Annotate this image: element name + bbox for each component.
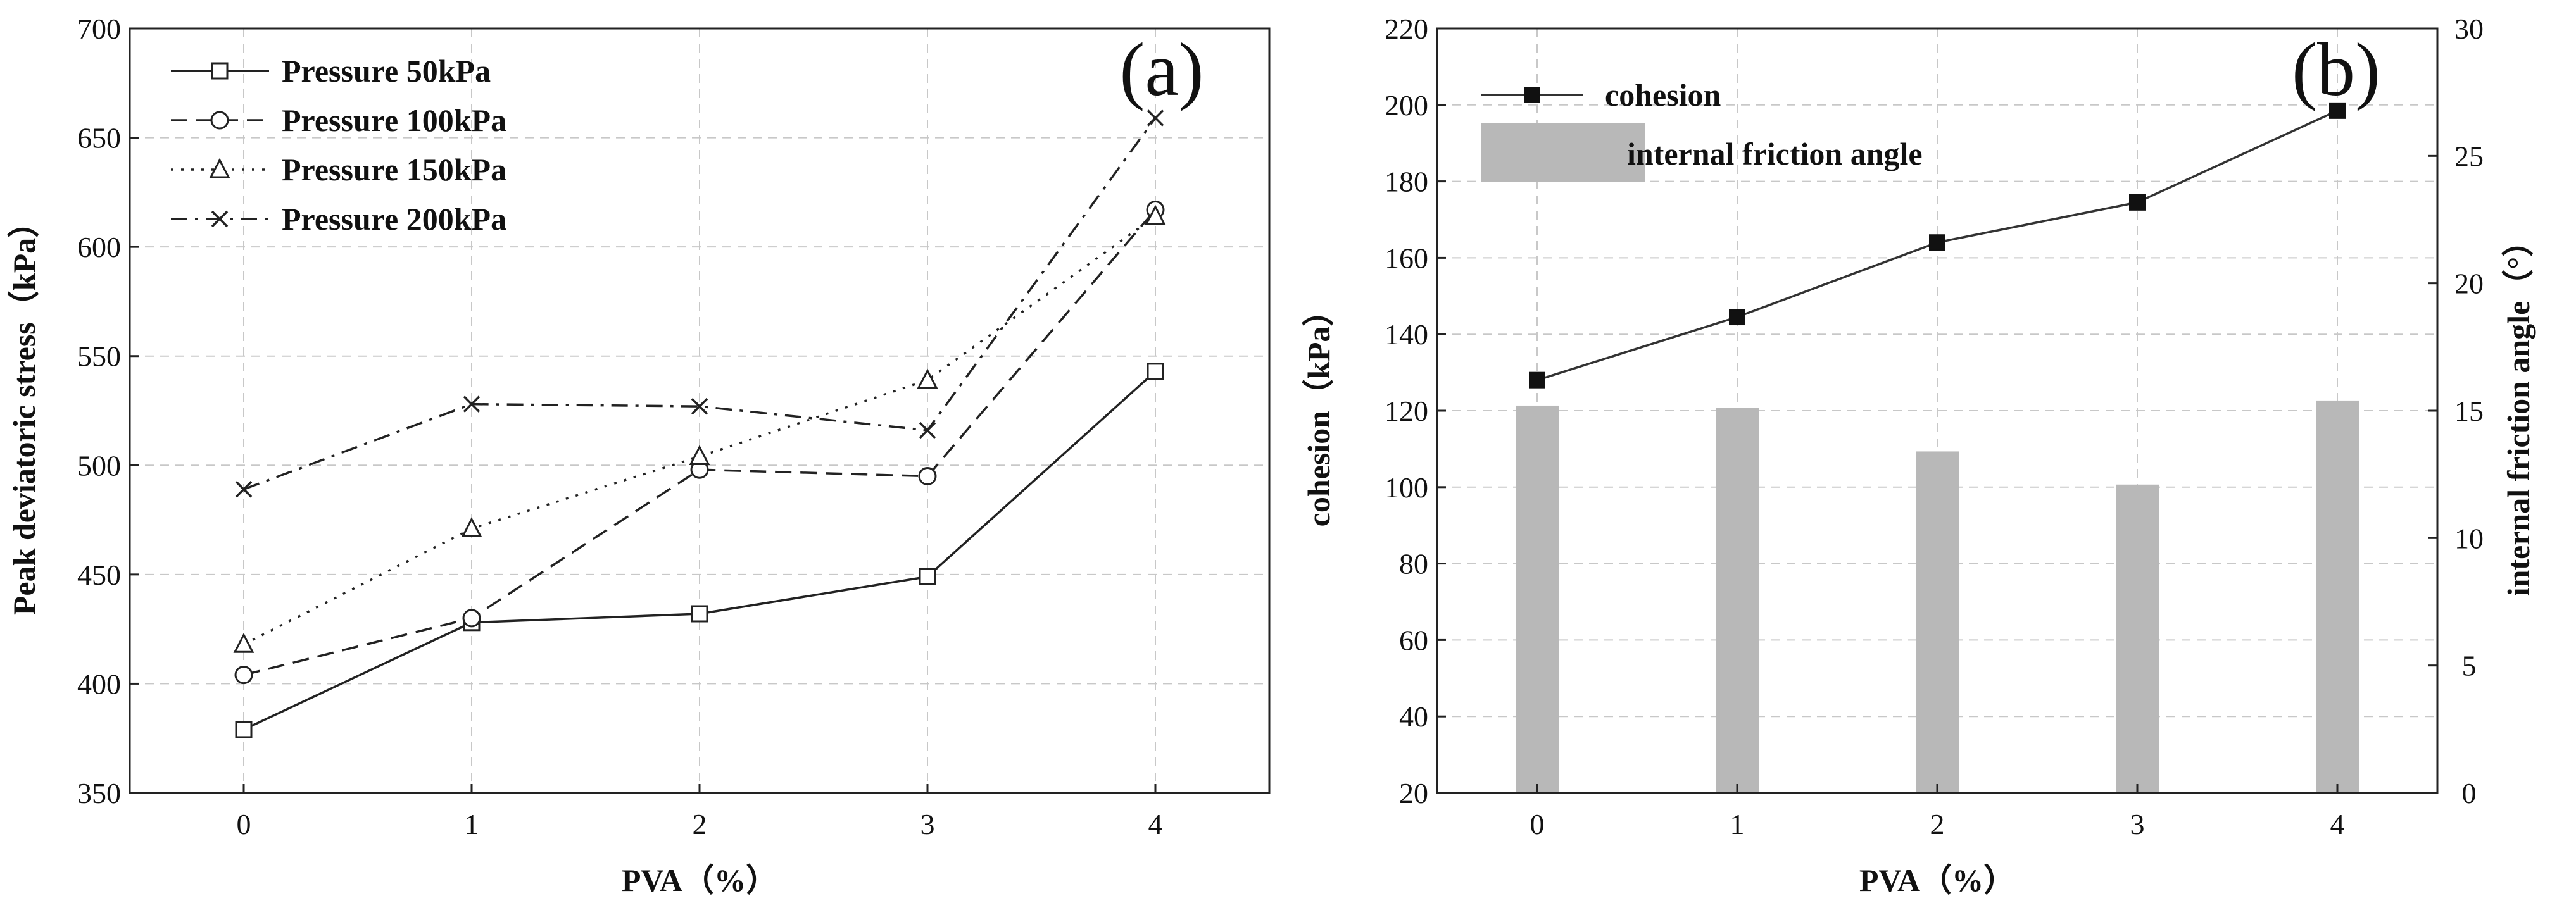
legend-label-pressure-50kpa: Pressure 50kPa [282,53,491,89]
y-right-tick-label-20: 20 [2454,268,2484,300]
bar-internal-friction-angle-3 [2116,484,2159,793]
x-tick-label-0: 0 [1530,808,1545,840]
legend-marker-pressure-200kpa [211,210,229,228]
bar-internal-friction-angle-4 [2316,400,2359,793]
point-pressure-50kpa-2 [691,605,708,623]
point-pressure-150kpa-4 [1145,204,1166,225]
y-right-tick-label-10: 10 [2454,522,2484,554]
point-pressure-50kpa-3 [919,568,936,585]
y-right-tick-label-0: 0 [2462,777,2477,809]
point-cohesion-1 [1729,309,1745,326]
y-left-tick-label-120: 120 [1385,395,1428,427]
y-left-axis-title: cohesion（kPa） [1301,295,1336,527]
legend-label-pressure-150kpa: Pressure 150kPa [282,152,506,187]
point-pressure-50kpa-0 [235,721,253,738]
legend: Pressure 50kPa Pressure 100kPa Pressure 15… [171,53,506,237]
point-pressure-200kpa-1 [463,395,481,413]
series-internal-friction-angle [1516,400,2359,793]
panel-label-b: (b) [2292,27,2380,111]
point-pressure-200kpa-3 [919,421,936,439]
y-right-tick-label-25: 25 [2454,140,2484,172]
point-pressure-100kpa-1 [462,609,481,628]
y-left-tick-label-180: 180 [1385,166,1428,198]
series-pressure-150kpa [233,204,1166,653]
x-tick-label-4: 4 [1148,808,1163,840]
x-axis-title: PVA（%） [622,862,777,898]
point-pressure-50kpa-4 [1147,363,1164,380]
point-pressure-200kpa-4 [1147,109,1164,127]
y-left-tick-label-20: 20 [1399,777,1428,809]
legend-label-internal-friction-angle: internal friction angle [1627,136,1923,171]
y-left-tick-label-200: 200 [1385,89,1428,121]
point-pressure-200kpa-2 [691,397,708,415]
series-pressure-200kpa [235,109,1164,498]
legend: cohesion internal friction angle [1481,77,1923,182]
panel-label-a: (a) [1119,27,1203,111]
legend-marker-cohesion [1524,87,1540,103]
legend-label-cohesion: cohesion [1605,77,1721,113]
x-tick-label-2: 2 [1930,808,1945,840]
point-cohesion-3 [2129,194,2146,211]
x-tick-label-3: 3 [2130,808,2145,840]
series-cohesion [1529,102,2346,389]
chart-panel-a: 350 400 450 500 550 600 650 700 0 1 2 3 4 PVA（%） Peak … [6,13,1271,898]
y-right-axis-title: internal friction angle（°） [2501,225,2536,597]
point-pressure-150kpa-3 [917,368,938,389]
y-tick-label-400: 400 [77,668,121,700]
bar-internal-friction-angle-2 [1916,451,1959,793]
legend-marker-pressure-100kpa [210,111,229,130]
point-cohesion-0 [1529,371,1545,389]
point-cohesion-4 [2329,102,2346,119]
x-tick-label-4: 4 [2330,808,2345,840]
y-left-tick-label-40: 40 [1399,700,1428,733]
point-pressure-200kpa-0 [235,481,253,498]
x-tick-label-1: 1 [1730,808,1745,840]
y-left-tick-label-160: 160 [1385,242,1428,274]
x-axis-title: PVA（%） [1859,862,2015,898]
y-right-tick-label-5: 5 [2462,650,2477,682]
y-left-tick-label-60: 60 [1399,624,1428,656]
y-left-tick-label-140: 140 [1385,318,1428,351]
y-right-tick-label-30: 30 [2454,13,2484,45]
bar-internal-friction-angle-1 [1716,408,1759,793]
y-tick-label-500: 500 [77,449,121,482]
y-right-tick-label-15: 15 [2454,395,2484,427]
y-left-tick-label-220: 220 [1385,13,1428,45]
point-pressure-100kpa-3 [918,467,937,486]
x-tick-label-2: 2 [693,808,707,840]
legend-label-pressure-100kpa: Pressure 100kPa [282,103,506,138]
y-tick-label-550: 550 [77,340,121,373]
point-cohesion-2 [1929,234,1945,251]
bar-internal-friction-angle-0 [1516,405,1559,793]
legend-marker-pressure-150kpa [209,158,230,178]
y-tick-label-650: 650 [77,122,121,154]
y-tick-label-600: 600 [77,231,121,263]
y-left-tick-label-80: 80 [1399,548,1428,580]
point-pressure-150kpa-1 [461,517,482,537]
x-tick-label-0: 0 [237,808,251,840]
point-pressure-150kpa-2 [689,445,710,465]
y-tick-label-350: 350 [77,777,121,809]
legend-swatch-internal-friction-angle [1481,123,1645,182]
x-tick-label-3: 3 [920,808,935,840]
legend-marker-pressure-50kpa [211,62,229,80]
chart-panel-b: 2040608010012014016018020022005101520253… [1301,13,2536,898]
y-tick-label-700: 700 [77,13,121,45]
y-left-tick-label-100: 100 [1385,471,1428,504]
y-tick-label-450: 450 [77,559,121,591]
point-pressure-150kpa-0 [233,633,254,653]
x-tick-label-1: 1 [465,808,479,840]
point-pressure-100kpa-0 [234,666,253,685]
y-axis-title: Peak deviatoric stress（kPa） [6,206,42,615]
legend-label-pressure-200kpa: Pressure 200kPa [282,201,506,237]
